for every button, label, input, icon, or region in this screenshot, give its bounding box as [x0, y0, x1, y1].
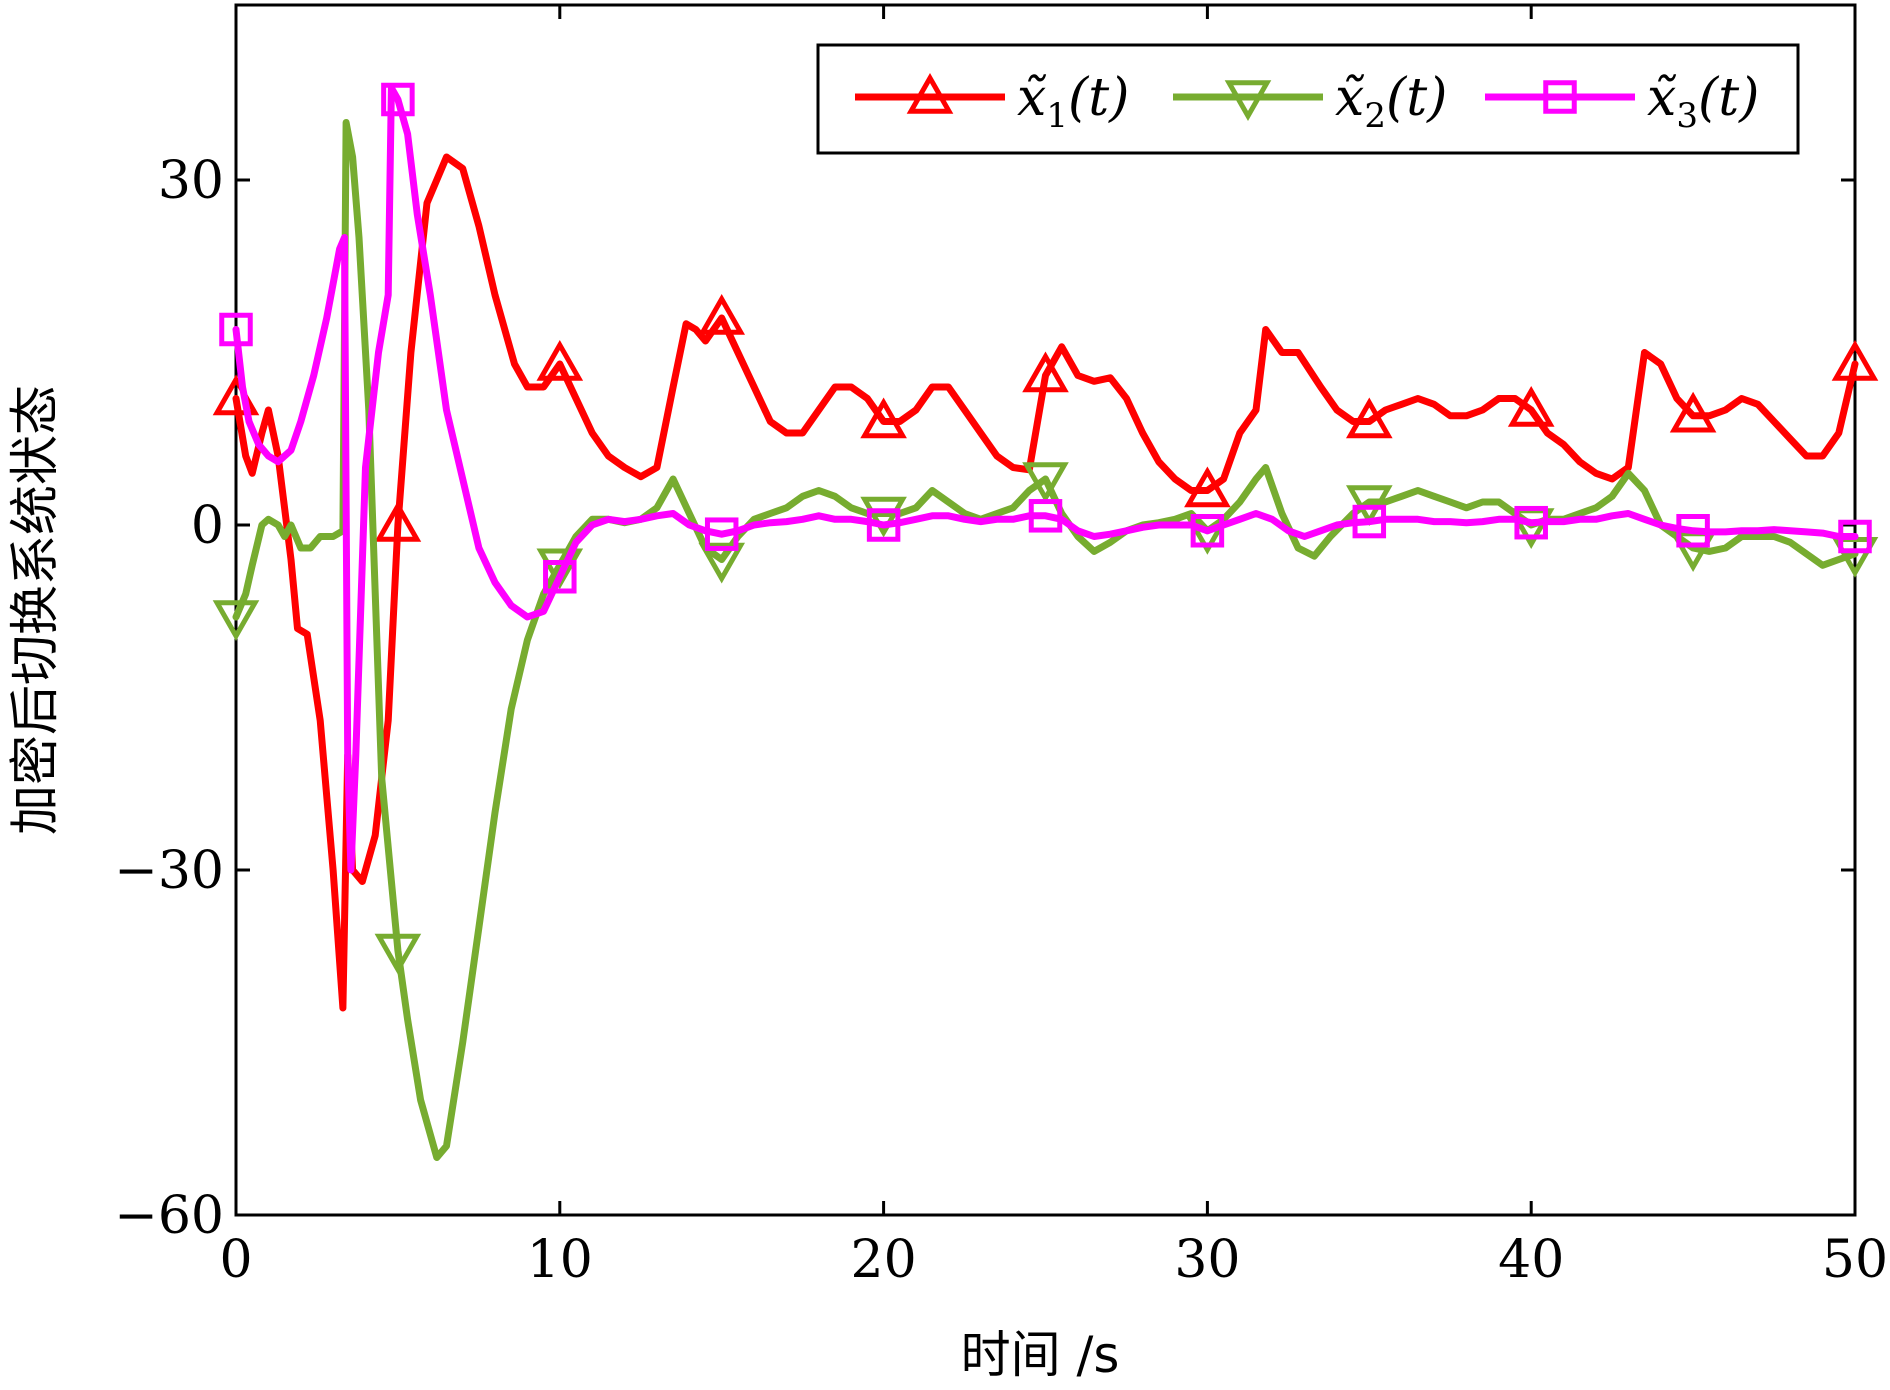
y-axis-title: 加密后切换系统状态: [6, 385, 64, 835]
series-1-marker: [1022, 351, 1069, 393]
series-1-marker: [1507, 385, 1555, 427]
series-1-marker: [698, 293, 746, 335]
series-3-marker: [1028, 499, 1063, 533]
series-3-marker: [1838, 519, 1872, 554]
series-2-marker: [1022, 462, 1069, 504]
x-tick-label: 10: [527, 1230, 593, 1290]
series-layer: [212, 82, 1879, 1161]
series-1: [212, 153, 1879, 1012]
series-3-marker: [704, 517, 739, 551]
series-3-marker: [219, 312, 253, 347]
series-2-marker: [698, 542, 746, 584]
series-3: [219, 82, 1872, 874]
legend-marker-1: [906, 72, 954, 114]
series-2: [212, 119, 1879, 1161]
series-2-marker: [1345, 485, 1393, 527]
x-axis-title: 时间 /s: [961, 1326, 1120, 1384]
legend-label-3: x̃3(t): [1647, 68, 1759, 136]
series-3-line: [232, 84, 1859, 874]
y-tick-label: −30: [114, 841, 224, 901]
series-1-marker: [374, 500, 422, 542]
legend-marker-2: [1224, 80, 1272, 122]
x-tick-label: 0: [219, 1230, 252, 1290]
series-1-marker: [1669, 391, 1717, 433]
series-2-marker: [374, 933, 422, 975]
y-tick-label: 30: [158, 151, 224, 211]
legend-label-1: x̃1(t): [1017, 68, 1129, 136]
legend-label-2: x̃2(t): [1335, 68, 1447, 136]
plot-area: 0 10 20 30 40 50 −60 −30 0 30: [114, 3, 1888, 1290]
series-3-marker: [1352, 504, 1387, 539]
series-3-marker: [1514, 505, 1548, 540]
series-3-marker: [381, 82, 415, 117]
legend-marker-3: [1543, 80, 1577, 114]
series-1-line: [232, 153, 1859, 1012]
x-tick-label: 20: [851, 1230, 917, 1290]
y-tick-label: 0: [191, 496, 224, 556]
legend-entries: x̃1(t) x̃2(t) x̃3(t): [855, 68, 1759, 136]
plot-frame: [234, 3, 1857, 1217]
y-tick-label: −60: [114, 1186, 224, 1246]
x-tick-label: 30: [1174, 1230, 1240, 1290]
legend-entry-3: x̃3(t): [1485, 68, 1759, 136]
legend-entry-1: x̃1(t): [855, 68, 1129, 136]
legend-entry-2: x̃2(t): [1173, 68, 1447, 136]
series-3-marker: [543, 560, 577, 594]
series-1-marker: [1345, 397, 1393, 439]
series-2-marker: [212, 600, 260, 642]
axis-ticks: 0 10 20 30 40 50 −60 −30 0 30: [114, 5, 1888, 1290]
series-1-marker: [860, 397, 907, 439]
series-2-marker: [536, 548, 584, 590]
x-tick-label: 40: [1498, 1230, 1564, 1290]
series-3-marker: [866, 508, 901, 542]
series-3-marker: [1190, 514, 1225, 548]
series-2-line: [232, 119, 1859, 1161]
series-3-marker: [1676, 514, 1710, 548]
legend: x̃1(t) x̃2(t) x̃3(t): [816, 43, 1800, 155]
series-2-marker: [860, 496, 907, 538]
series-1-marker: [1184, 466, 1231, 508]
series-1-marker: [1831, 339, 1879, 381]
series-1-marker: [536, 339, 584, 381]
x-tick-label: 50: [1822, 1230, 1888, 1290]
